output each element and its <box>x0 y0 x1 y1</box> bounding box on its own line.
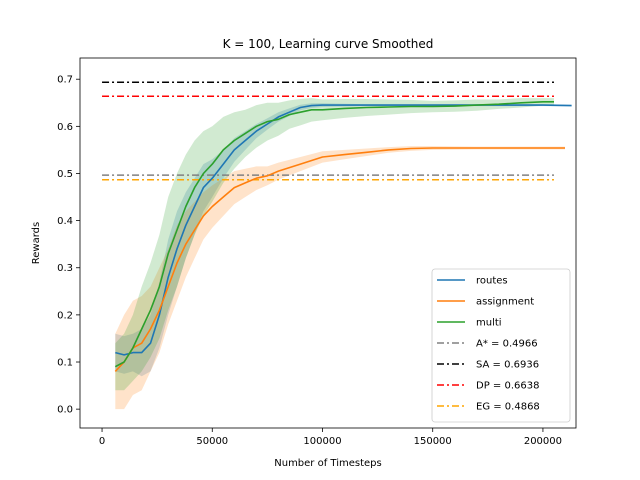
y-tick-label: 0.1 <box>57 358 73 369</box>
x-tick-label: 200000 <box>524 436 562 447</box>
y-tick-label: 0.4 <box>57 216 73 227</box>
y-axis-label: Rewards <box>31 222 42 264</box>
x-tick-label: 50000 <box>196 436 228 447</box>
y-tick-label: 0.6 <box>57 122 73 133</box>
x-axis-ticks: 0 50000 100000 150000 200000 <box>99 428 562 447</box>
legend: routes assignment multi A* = 0.4966 SA = 0.6… <box>431 268 571 423</box>
series-line-routes <box>115 104 572 356</box>
legend-label: assignment <box>476 297 534 308</box>
series-lines <box>114 101 572 372</box>
reference-lines <box>102 81 554 181</box>
y-tick-label: 0.2 <box>57 310 73 321</box>
y-axis-ticks: 0.0 0.1 0.2 0.3 0.4 0.5 0.6 0.7 <box>57 75 80 416</box>
legend-label: SA = 0.6936 <box>476 360 539 371</box>
y-tick-label: 0.0 <box>57 405 73 416</box>
x-tick-label: 100000 <box>303 436 341 447</box>
x-axis-label: Number of Timesteps <box>274 458 381 469</box>
legend-label: A* = 0.4966 <box>476 339 538 350</box>
series-line-assignment <box>114 147 565 372</box>
chart-title: K = 100, Learning curve Smoothed <box>223 37 434 51</box>
y-tick-label: 0.3 <box>57 263 73 274</box>
legend-box <box>431 268 571 423</box>
legend-label: multi <box>476 318 502 329</box>
plot-area-frame <box>79 57 577 429</box>
y-tick-label: 0.5 <box>57 169 73 180</box>
confidence-bands <box>115 98 572 410</box>
legend-label: EG = 0.4868 <box>476 402 540 413</box>
x-tick-label: 150000 <box>414 436 452 447</box>
y-tick-label: 0.7 <box>57 75 73 86</box>
legend-label: DP = 0.6638 <box>476 381 539 392</box>
band-multi <box>115 98 555 391</box>
x-tick-label: 0 <box>99 436 105 447</box>
legend-label: routes <box>476 276 508 287</box>
series-line-multi <box>114 101 554 368</box>
